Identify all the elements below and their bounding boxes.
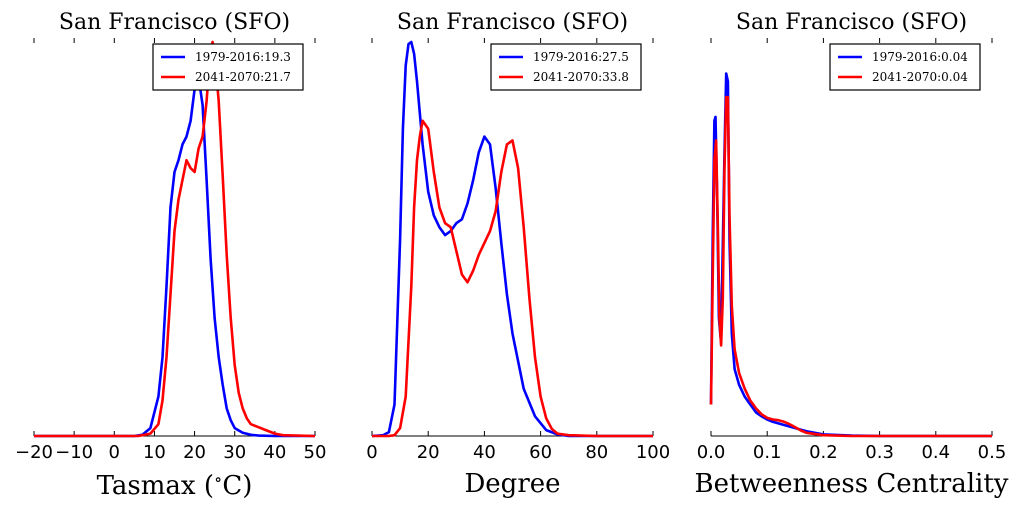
legend: 1979-2016:0.04 2041-2070:0.04 [829,43,981,91]
x-tick-label: 80 [585,442,608,463]
plot-area: 0.0 0.1 0.2 0.3 0.4 0.5 [697,38,1007,463]
series-line-1 [34,76,315,438]
x-tick-label: 0.1 [753,442,782,463]
panel-betweenness: San Francisco (SFO) 0.0 0.1 0.2 0.3 0.4 0.5 1… [695,10,1009,499]
legend-label: 1979-2016:19.3 [195,50,291,64]
x-tick-label: 20 [183,442,206,463]
series-line-1 [371,40,653,438]
x-tick-label: 0.3 [865,442,894,463]
x-tick-label: 40 [473,442,496,463]
plot-area: 0 20 40 60 80 100 [366,38,670,463]
panel-degree: San Francisco (SFO) 0 20 40 60 80 100 1979-20… [366,10,670,499]
series-line-2 [372,119,653,438]
legend-box [152,43,304,91]
legend-label: 2041-2070:0.04 [872,70,968,84]
x-tick-label: 0.0 [697,442,726,463]
x-axis-label: Degree [464,469,560,499]
panel-title: San Francisco (SFO) [397,10,628,35]
x-tick-label: 60 [529,442,552,463]
x-tick-label: −20 [15,442,53,463]
series-line-2 [709,95,992,438]
series-line-1 [709,72,992,438]
legend-label: 2041-2070:33.8 [533,70,629,84]
x-tick-label: −10 [55,442,93,463]
x-tick-label: 0 [109,442,120,463]
plot-area: −20 −10 0 10 20 30 40 50 [15,38,326,463]
x-axis-label: Tasmax (∘C) [97,470,253,501]
legend-label: 1979-2016:27.5 [533,50,629,64]
x-tick-label: 0.2 [809,442,838,463]
legend: 1979-2016:27.5 2041-2070:33.8 [490,43,642,91]
x-tick-label: 100 [636,442,670,463]
legend-box [829,43,981,91]
series-line-2 [34,40,316,438]
x-tick-label: 0 [366,442,377,463]
legend-label: 2041-2070:21.7 [195,70,291,84]
legend-box [490,43,642,91]
panel-title: San Francisco (SFO) [736,10,967,35]
x-axis-label: Betweenness Centrality [695,469,1009,499]
x-tick-label: 20 [417,442,440,463]
x-tick-label: 30 [223,442,246,463]
x-tick-label: 0.5 [978,442,1007,463]
panel-tasmax: San Francisco (SFO) −20 −10 0 10 20 30 40 50 19… [15,10,326,501]
x-tick-label: 0.4 [921,442,950,463]
panel-title: San Francisco (SFO) [59,10,290,35]
x-tick-label: 10 [143,442,166,463]
x-tick-label: 50 [304,442,327,463]
legend: 1979-2016:19.3 2041-2070:21.7 [152,43,304,91]
x-tick-label: 40 [263,442,286,463]
legend-label: 1979-2016:0.04 [872,50,968,64]
